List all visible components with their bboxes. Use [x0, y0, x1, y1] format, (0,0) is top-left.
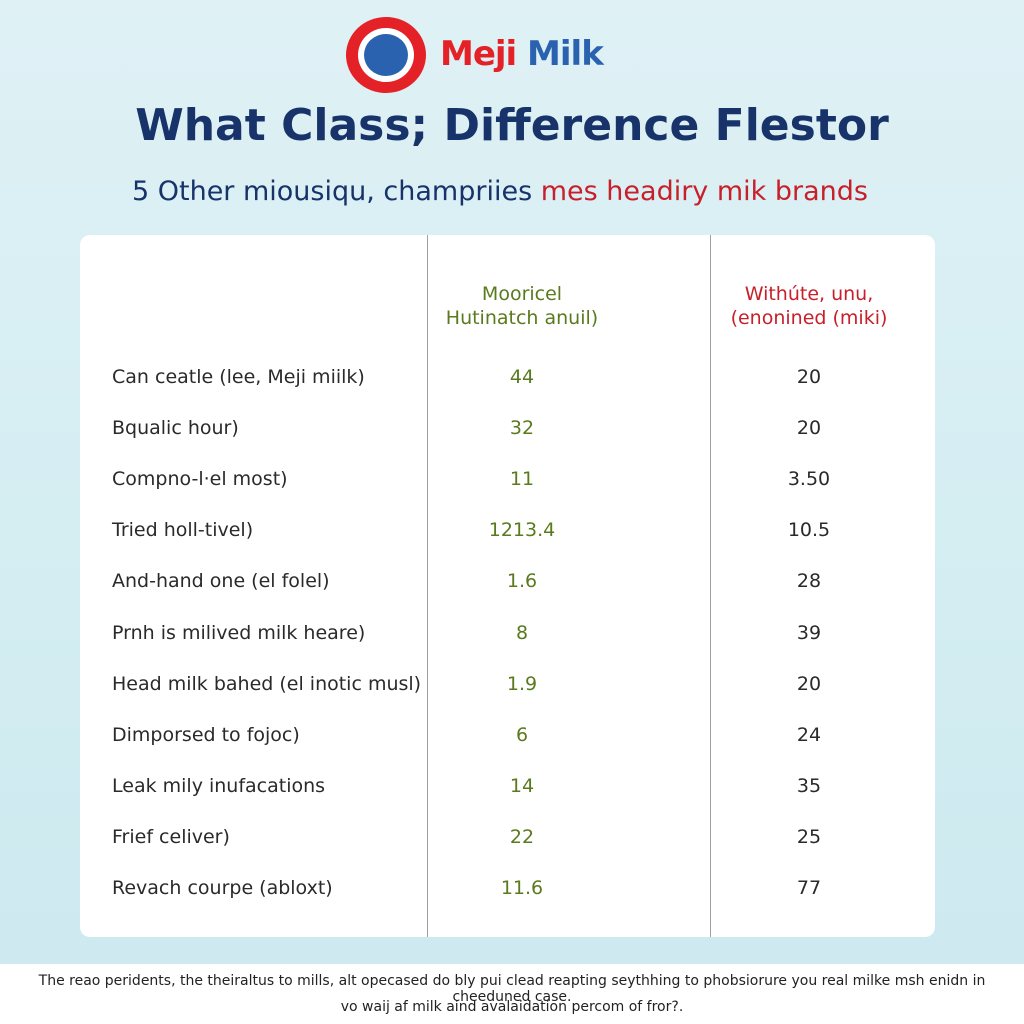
row-label: Leak mily inufacations — [112, 774, 326, 797]
subtitle: 5 Other miousiqu, champriies mes headiry… — [0, 176, 1000, 207]
row-label: Compno-l·el most) — [112, 468, 288, 491]
footer-band — [0, 964, 1024, 1024]
cell-value: 1213.4 — [488, 519, 556, 542]
cell-value: 20 — [796, 672, 822, 695]
subtitle-dark: 5 Other miousiqu, champriies — [131, 176, 533, 207]
cell-value: 39 — [796, 621, 822, 644]
cell-value: 32 — [509, 417, 535, 440]
title: What Class; Difference Flestor — [135, 100, 889, 151]
cell-value: 11 — [509, 468, 535, 491]
cell-value: 3.50 — [787, 468, 831, 491]
cell-value: 1.9 — [506, 672, 538, 695]
row-label: And-hand one (el folel) — [112, 570, 330, 593]
cell-value: 14 — [509, 774, 535, 797]
column-header: Mooricel — [481, 283, 563, 305]
cell-value: 20 — [796, 417, 822, 440]
cell-value: 28 — [796, 570, 822, 593]
cell-value: 6 — [515, 723, 529, 746]
column-header: (enonined (miki) — [730, 307, 888, 329]
row-label: Frief celiver) — [112, 825, 230, 848]
column-header: Withúte, unu, — [744, 283, 874, 305]
cell-value: 22 — [509, 825, 535, 848]
row-label: Can ceatle (lee, Meji miilk) — [112, 366, 365, 388]
row-label: Revach courpe (abloxt) — [112, 877, 333, 899]
table-card — [80, 235, 935, 937]
cell-value: 24 — [796, 723, 822, 746]
row-label: Head milk bahed (el inotic musl) — [112, 672, 422, 695]
logo-text: Meji Milk — [440, 34, 604, 74]
logo-red-word: Meji — [440, 34, 517, 74]
row-label: Dimporsed to fojoc) — [112, 723, 300, 746]
row-label: Prnh is milived milk heare) — [112, 621, 366, 644]
logo-core — [364, 34, 408, 76]
cell-value: 10.5 — [787, 519, 831, 542]
logo-blue-word: Milk — [527, 34, 604, 74]
cell-value: 44 — [509, 366, 535, 388]
footer-text: vo waij af milk aind avalaidation percom… — [340, 999, 684, 1015]
row-label: Tried holl-tivel) — [112, 519, 254, 542]
column-header: Hutinatch anuil) — [445, 307, 599, 329]
cell-value: 11.6 — [500, 877, 544, 899]
cell-value: 25 — [796, 825, 822, 848]
cell-value: 8 — [515, 621, 529, 644]
subtitle-red: mes headiry mik brands — [540, 176, 868, 207]
cell-value: 20 — [796, 366, 822, 388]
cell-value: 1.6 — [506, 570, 538, 593]
footer-text: The reao peridents, the theiraltus to mi… — [38, 973, 986, 1005]
column-divider — [710, 235, 711, 937]
cell-value: 35 — [796, 774, 822, 797]
cell-value: 77 — [796, 877, 822, 899]
column-divider — [427, 235, 428, 937]
row-label: Bqualic hour) — [112, 417, 239, 440]
